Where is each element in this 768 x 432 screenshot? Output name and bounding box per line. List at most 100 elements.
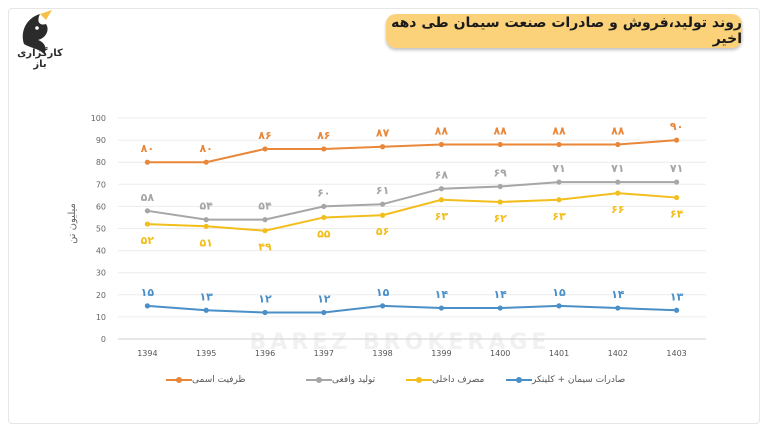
- data-label: ۵۶: [376, 225, 389, 238]
- data-point: [497, 199, 503, 205]
- data-point: [144, 303, 150, 309]
- watermark-text: BAREZ BROKERAGE: [249, 330, 551, 355]
- data-label: ۱۳: [199, 290, 213, 303]
- data-label: ۱۴: [493, 288, 507, 301]
- data-point: [380, 303, 386, 309]
- y-tick-label: 90: [96, 136, 106, 145]
- data-point: [497, 305, 503, 311]
- data-label: ۵۸: [141, 191, 155, 204]
- y-tick-label: 60: [96, 202, 106, 211]
- x-tick-label: 1394: [137, 349, 157, 358]
- data-label: ۱۲: [317, 292, 331, 305]
- data-point: [438, 186, 444, 192]
- legend-item-production: تولید واقعی: [300, 372, 375, 388]
- data-point: [615, 141, 621, 148]
- legend-swatch-consumption: [406, 377, 432, 383]
- x-tick-label: 1399: [431, 349, 451, 358]
- legend-label-capacity: ظرفیت اسمی: [192, 375, 246, 385]
- data-label: ۱۵: [376, 286, 390, 299]
- data-point: [321, 203, 327, 209]
- data-point: [262, 146, 268, 152]
- data-label: ۸۶: [258, 129, 271, 142]
- data-label: ۷۱: [611, 162, 624, 175]
- data-point: [674, 194, 680, 201]
- series-line-3: [147, 304, 677, 314]
- data-point: [380, 201, 386, 207]
- x-tick-label: 1396: [255, 349, 275, 358]
- data-label: ۱۵: [552, 286, 566, 299]
- data-label: ۸۸: [493, 125, 507, 138]
- data-label: ۱۲: [258, 292, 272, 305]
- legend-label-production: تولید واقعی: [332, 375, 376, 385]
- y-axis-title: میلیون تن: [66, 203, 78, 244]
- data-label: ۶۱: [376, 184, 389, 197]
- y-tick-label: 40: [96, 247, 106, 256]
- data-point: [144, 208, 150, 214]
- legend-label-exports: صادرات سیمان + کلینکر: [532, 375, 626, 385]
- data-point: [203, 217, 209, 223]
- data-point: [556, 197, 562, 203]
- data-point: [438, 305, 444, 311]
- data-label: ۱۵: [141, 286, 155, 299]
- data-point: [674, 137, 680, 143]
- x-tick-label: 1402: [608, 349, 628, 358]
- data-point: [321, 214, 327, 221]
- data-point: [144, 159, 150, 165]
- y-tick-label: 30: [96, 269, 106, 278]
- data-label: ۸۸: [552, 125, 566, 138]
- legend-item-capacity: ظرفیت اسمی: [160, 372, 246, 388]
- y-tick-label: 10: [96, 313, 106, 322]
- data-label: ۵۲: [141, 234, 155, 247]
- data-label: ۵۴: [258, 200, 272, 213]
- chart-legend: ظرفیت اسمی تولید واقعی مصرف داخلی صادرات…: [160, 372, 720, 392]
- data-label: ۷۱: [670, 162, 683, 175]
- data-label: ۶۳: [435, 210, 449, 223]
- data-label: ۵۱: [199, 236, 212, 249]
- logo-text: کارگزاری باز: [17, 48, 63, 70]
- data-label: ۸۸: [611, 125, 625, 138]
- data-label: ۶۹: [493, 167, 507, 180]
- data-point: [556, 179, 562, 185]
- data-point: [497, 183, 503, 190]
- data-point: [615, 190, 621, 196]
- data-point: [203, 159, 209, 165]
- data-label: ۵۵: [317, 227, 331, 240]
- x-tick-label: 1401: [549, 349, 569, 358]
- data-label: ۸۶: [317, 129, 330, 142]
- legend-item-exports: صادرات سیمان + کلینکر: [500, 372, 625, 388]
- data-point: [144, 221, 150, 227]
- data-point: [262, 217, 268, 223]
- data-label: ۱۴: [611, 288, 625, 301]
- data-point: [615, 305, 621, 311]
- brokerage-logo-icon: [22, 10, 52, 54]
- y-tick-label: 80: [96, 158, 106, 167]
- data-label: ۶۶: [611, 203, 624, 216]
- data-point: [556, 141, 562, 148]
- data-point: [674, 307, 680, 313]
- data-label: ۷۱: [552, 162, 565, 175]
- title-banner: روند تولید،فروش و صادرات صنعت سیمان طی د…: [386, 14, 742, 48]
- data-label: ۶۳: [552, 210, 566, 223]
- data-label: ۶۸: [435, 169, 449, 182]
- data-label: ۴۹: [258, 241, 272, 254]
- legend-swatch-production: [306, 377, 332, 383]
- legend-swatch-exports: [506, 377, 532, 383]
- y-tick-label: 50: [96, 225, 106, 234]
- data-point: [674, 179, 680, 185]
- data-point: [380, 212, 386, 218]
- data-point: [497, 141, 503, 148]
- data-label: ۹۰: [670, 120, 683, 133]
- data-point: [380, 144, 386, 150]
- x-tick-label: 1397: [314, 349, 334, 358]
- x-tick-label: 1403: [666, 349, 686, 358]
- y-tick-label: 20: [96, 291, 106, 300]
- data-point: [203, 307, 209, 313]
- x-tick-label: 1400: [490, 349, 510, 358]
- data-point: [438, 197, 444, 203]
- legend-label-consumption: مصرف داخلی: [432, 375, 485, 385]
- data-label: ۸۷: [376, 127, 390, 140]
- x-tick-label: 1398: [372, 349, 392, 358]
- data-label: ۵۴: [199, 200, 213, 213]
- data-label: ۱۳: [670, 290, 684, 303]
- series-line-1: [147, 181, 677, 221]
